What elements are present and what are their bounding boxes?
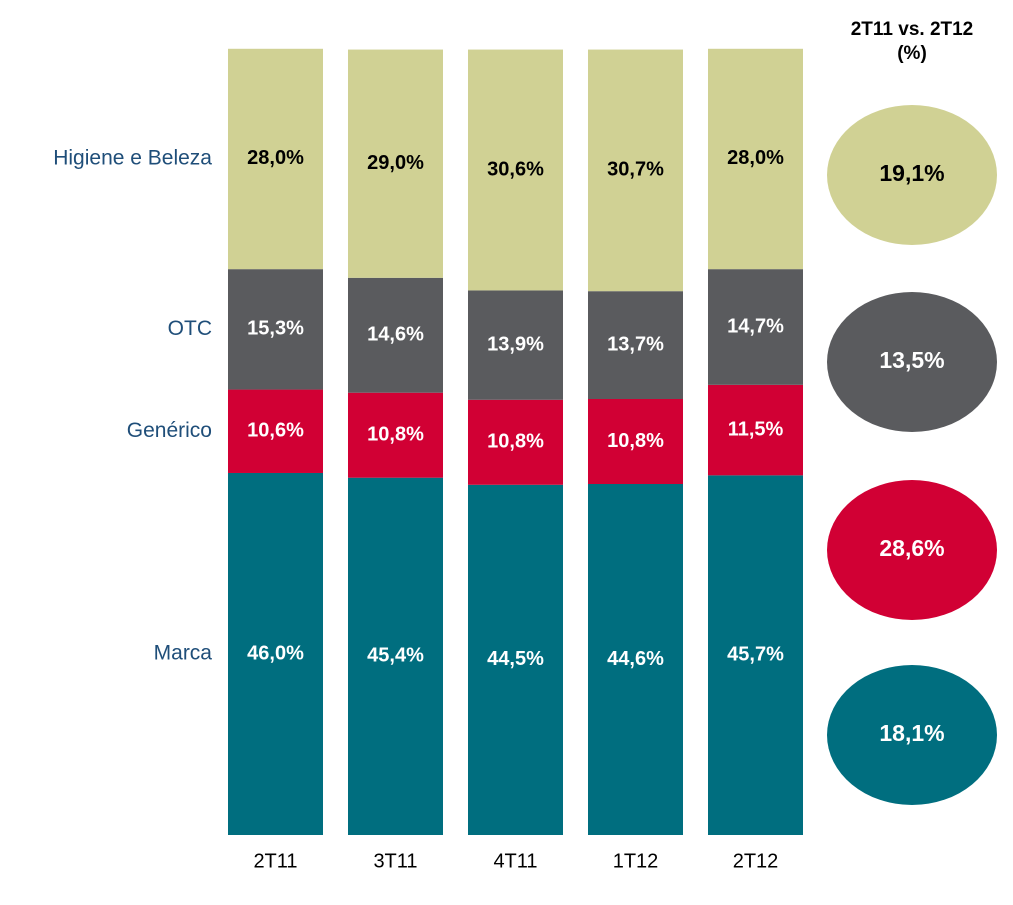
bar-segment	[468, 290, 563, 400]
series-label: OTC	[168, 317, 212, 340]
growth-bubble	[827, 665, 997, 805]
data-label: 10,8%	[487, 431, 544, 453]
data-label: 29,0%	[367, 152, 424, 174]
data-label: 11,5%	[728, 418, 784, 440]
bar-segment	[588, 399, 683, 484]
data-label: 13,7%	[607, 333, 664, 355]
x-tick-label: 1T12	[613, 850, 659, 872]
data-label: 30,6%	[487, 158, 544, 180]
data-label: 13,9%	[487, 333, 544, 355]
x-tick-label: 2T12	[733, 850, 779, 872]
series-label: Genérico	[127, 419, 212, 442]
bar-segment	[228, 472, 323, 835]
series-label: Marca	[154, 642, 213, 665]
growth-label: 13,5%	[879, 347, 944, 373]
bar-segment	[348, 49, 443, 278]
data-label: 28,0%	[247, 147, 304, 169]
data-label: 14,7%	[727, 315, 784, 337]
bar-segment	[708, 48, 803, 270]
growth-bubble	[827, 105, 997, 245]
bar-segment	[348, 277, 443, 393]
bar-segment	[348, 392, 443, 478]
x-tick-label: 3T11	[373, 850, 417, 872]
bar-segment	[708, 269, 803, 385]
data-label: 44,5%	[487, 648, 544, 670]
bar-segment	[468, 399, 563, 485]
growth-bubble	[827, 292, 997, 432]
bar-segment	[708, 475, 803, 835]
data-label: 10,8%	[607, 430, 664, 452]
x-tick-label: 4T11	[493, 850, 537, 872]
data-label: 46,0%	[247, 642, 304, 664]
bar-segment	[228, 269, 323, 390]
bar-segment	[588, 49, 683, 292]
data-label: 44,6%	[607, 648, 664, 670]
x-tick-label: 2T11	[253, 850, 297, 872]
bar-segment	[468, 49, 563, 291]
growth-label: 19,1%	[879, 160, 944, 186]
data-label: 14,6%	[367, 324, 424, 346]
growth-label: 28,6%	[879, 535, 944, 561]
bar-segment	[588, 291, 683, 400]
data-label: 28,0%	[727, 147, 784, 169]
data-label: 30,7%	[607, 159, 664, 181]
bar-segment	[348, 477, 443, 835]
growth-bubble	[827, 480, 997, 620]
data-label: 45,4%	[367, 645, 424, 667]
growth-header: 2T11 vs. 2T12 (%)	[850, 19, 974, 64]
bar-segment	[468, 484, 563, 835]
growth-label: 18,1%	[879, 720, 944, 746]
bar-segment	[588, 483, 683, 835]
data-label: 45,7%	[727, 643, 784, 665]
data-label: 15,3%	[247, 318, 304, 340]
bar-segment	[708, 384, 803, 476]
bar-segment	[228, 48, 323, 270]
data-label: 10,6%	[247, 420, 304, 442]
data-label: 10,8%	[367, 423, 424, 445]
series-label: Higiene e Beleza	[53, 147, 212, 170]
bar-segment	[228, 389, 323, 473]
